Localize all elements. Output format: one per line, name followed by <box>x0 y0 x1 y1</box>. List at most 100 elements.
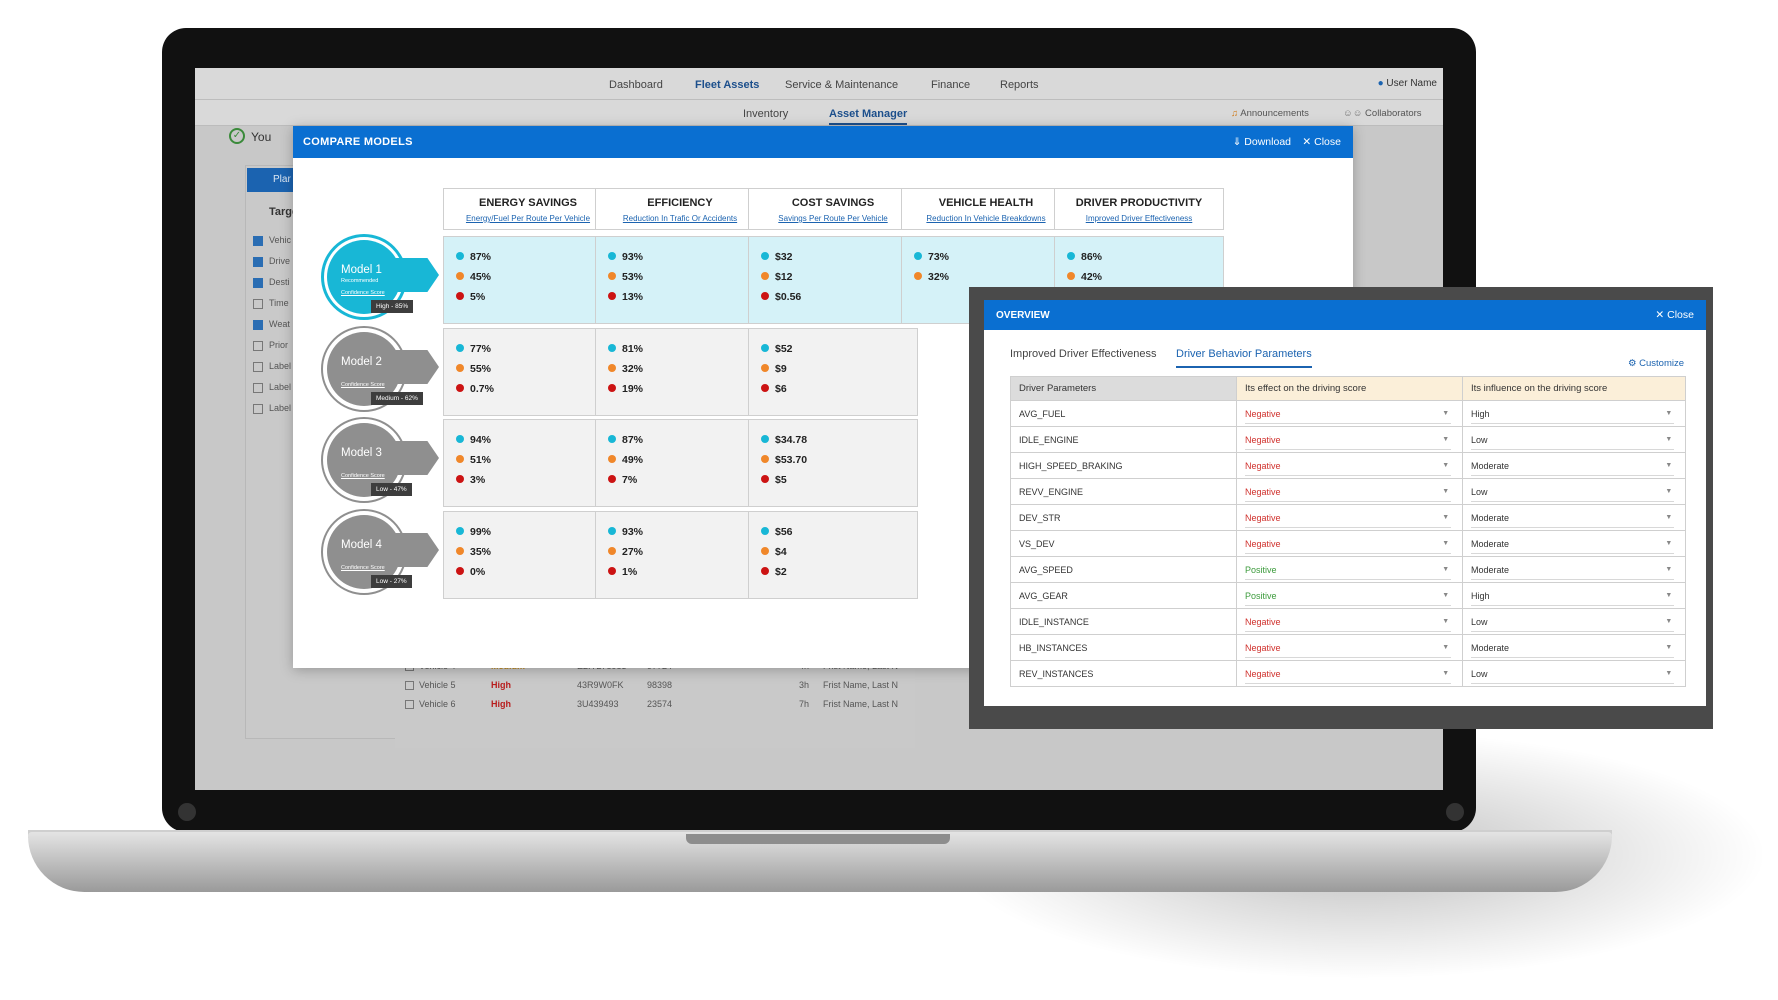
filter-checkbox-label: Label <box>269 382 292 392</box>
metric-value: $2 <box>775 566 787 578</box>
eta: 7h <box>799 699 810 709</box>
column-header: ENERGY SAVINGS Energy/Fuel Per Route Per … <box>443 188 613 230</box>
nav-fleet-assets[interactable]: Fleet Assets <box>695 79 760 91</box>
nav-dashboard[interactable]: Dashboard <box>609 79 663 91</box>
column-subtitle-link[interactable]: Reduction In Vehicle Breakdowns <box>926 214 1046 223</box>
effect-dropdown[interactable]: Positive ▼ <box>1245 586 1452 606</box>
confidence-score-link[interactable]: Confidence Score <box>341 473 385 479</box>
metric-value: 86% <box>1081 251 1103 263</box>
nav-service-maintenance[interactable]: Service & Maintenance <box>785 79 899 91</box>
overview-close-button[interactable]: ✕ Close <box>1655 309 1694 321</box>
status-dot-icon <box>608 384 616 392</box>
customize-label: Customize <box>1639 358 1684 369</box>
filter-checkbox[interactable] <box>253 383 263 393</box>
effect-dropdown[interactable]: Positive ▼ <box>1245 560 1452 580</box>
table-row[interactable]: Vehicle 6 High 3U439493 23574 7h Frist Name, … <box>395 696 915 714</box>
filter-checkbox[interactable] <box>253 341 263 351</box>
compare-modal-title: COMPARE MODELS <box>303 136 413 148</box>
effect-dropdown[interactable]: Negative ▼ <box>1245 612 1452 632</box>
effect-dropdown[interactable]: Negative ▼ <box>1245 638 1452 658</box>
filter-checkbox-label: Label <box>269 361 292 371</box>
filter-checkbox[interactable] <box>253 278 263 288</box>
status-dot-icon <box>608 475 616 483</box>
effect-dropdown[interactable]: Negative ▼ <box>1245 482 1452 502</box>
compare-close-button[interactable]: ✕ Close <box>1302 136 1341 148</box>
status-dot-icon <box>761 272 769 280</box>
tab-improved-driver-effectiveness[interactable]: Improved Driver Effectiveness <box>1010 348 1157 360</box>
confidence-score-link[interactable]: Confidence Score <box>341 382 385 388</box>
influence-dropdown[interactable]: Moderate ▼ <box>1471 560 1675 580</box>
influence-dropdown[interactable]: High ▼ <box>1471 404 1675 424</box>
effect-dropdown[interactable]: Negative ▼ <box>1245 430 1452 450</box>
status-dot-icon <box>914 272 922 280</box>
metric-value: $0.56 <box>775 291 802 303</box>
collaborators-link[interactable]: ☺☺ Collaborators <box>1343 108 1422 119</box>
filter-checkbox[interactable] <box>253 404 263 414</box>
column-subtitle-link[interactable]: Savings Per Route Per Vehicle <box>778 214 888 223</box>
nav-reports[interactable]: Reports <box>1000 79 1039 91</box>
model-selector-1[interactable]: Model 1 Recommended Confidence Score High -… <box>321 234 441 324</box>
column-subtitle-link[interactable]: Improved Driver Effectiveness <box>1085 214 1193 223</box>
metric-line: $12 <box>761 271 793 283</box>
influence-dropdown[interactable]: Low ▼ <box>1471 430 1675 450</box>
table-row: HIGH_SPEED_BRAKING Negative ▼ Moderate ▼ <box>1010 452 1686 479</box>
filter-checkbox[interactable] <box>253 299 263 309</box>
model-selector-4[interactable]: Model 4 Confidence Score Low - 27% <box>321 509 441 599</box>
effect-dropdown[interactable]: Negative ▼ <box>1245 534 1452 554</box>
nav-finance[interactable]: Finance <box>931 79 971 91</box>
influence-dropdown[interactable]: Low ▼ <box>1471 664 1675 684</box>
announcements-link[interactable]: ♫ Announcements <box>1231 108 1309 119</box>
laptop-notch <box>686 834 950 844</box>
influence-dropdown[interactable]: Moderate ▼ <box>1471 534 1675 554</box>
influence-dropdown[interactable]: Low ▼ <box>1471 482 1675 502</box>
status-dot-icon <box>761 547 769 555</box>
filter-checkbox[interactable] <box>253 236 263 246</box>
influence-dropdown[interactable]: Moderate ▼ <box>1471 638 1675 658</box>
chevron-down-icon: ▼ <box>1665 617 1673 625</box>
column-subtitle-link[interactable]: Energy/Fuel Per Route Per Vehicle <box>465 214 591 223</box>
influence-value: Moderate <box>1471 564 1510 575</box>
metric-value: 73% <box>928 251 950 263</box>
status-message: You <box>251 130 272 144</box>
plan-tab[interactable]: Plar <box>247 168 295 192</box>
effect-dropdown[interactable]: Negative ▼ <box>1245 508 1452 528</box>
effect-dropdown[interactable]: Negative ▼ <box>1245 456 1452 476</box>
confidence-score-link[interactable]: Confidence Score <box>341 565 385 571</box>
download-button[interactable]: ⇓ Download <box>1233 136 1291 148</box>
subnav-inventory[interactable]: Inventory <box>743 108 789 120</box>
filter-checkbox-label: Prior <box>269 340 289 350</box>
filter-checkbox[interactable] <box>253 362 263 372</box>
status-dot-icon <box>456 292 464 300</box>
filter-checkbox[interactable] <box>253 320 263 330</box>
close-icon: ✕ <box>1302 136 1315 148</box>
confidence-score-link[interactable]: Confidence Score <box>341 290 385 296</box>
metric-line: 35% <box>456 546 491 558</box>
metric-value: 49% <box>622 454 644 466</box>
row-checkbox[interactable] <box>405 681 414 690</box>
influence-dropdown[interactable]: Moderate ▼ <box>1471 456 1675 476</box>
row-checkbox[interactable] <box>405 700 414 709</box>
metric-cell: 94% 51% 3% <box>443 419 613 507</box>
status-dot-icon <box>456 272 464 280</box>
effect-dropdown[interactable]: Negative ▼ <box>1245 404 1452 424</box>
influence-value: Moderate <box>1471 642 1510 653</box>
metric-line: $2 <box>761 566 787 578</box>
influence-dropdown[interactable]: High ▼ <box>1471 586 1675 606</box>
metric-line: $9 <box>761 363 787 375</box>
user-menu[interactable]: ● User Name <box>1378 78 1437 89</box>
model-selector-2[interactable]: Model 2 Confidence Score Medium - 62% <box>321 326 441 416</box>
effect-dropdown[interactable]: Negative ▼ <box>1245 664 1452 684</box>
model-selector-3[interactable]: Model 3 Confidence Score Low - 47% <box>321 417 441 507</box>
column-subtitle-link[interactable]: Reduction In Trafic Or Accidents <box>622 214 738 223</box>
status-dot-icon <box>456 567 464 575</box>
influence-dropdown[interactable]: Moderate ▼ <box>1471 508 1675 528</box>
filter-checkbox[interactable] <box>253 257 263 267</box>
influence-dropdown[interactable]: Low ▼ <box>1471 612 1675 632</box>
chevron-down-icon: ▼ <box>1442 409 1450 417</box>
subnav-asset-manager[interactable]: Asset Manager <box>829 108 908 125</box>
customize-button[interactable]: ⚙ Customize <box>1628 358 1684 369</box>
column-header: DRIVER PRODUCTIVITY Improved Driver Effec… <box>1054 188 1224 230</box>
metric-cell: $56 $4 $2 <box>748 511 918 599</box>
table-row[interactable]: Vehicle 5 High 43R9W0FK 98398 3h Frist Name, … <box>395 677 915 695</box>
tab-driver-behavior-parameters[interactable]: Driver Behavior Parameters <box>1176 348 1312 368</box>
